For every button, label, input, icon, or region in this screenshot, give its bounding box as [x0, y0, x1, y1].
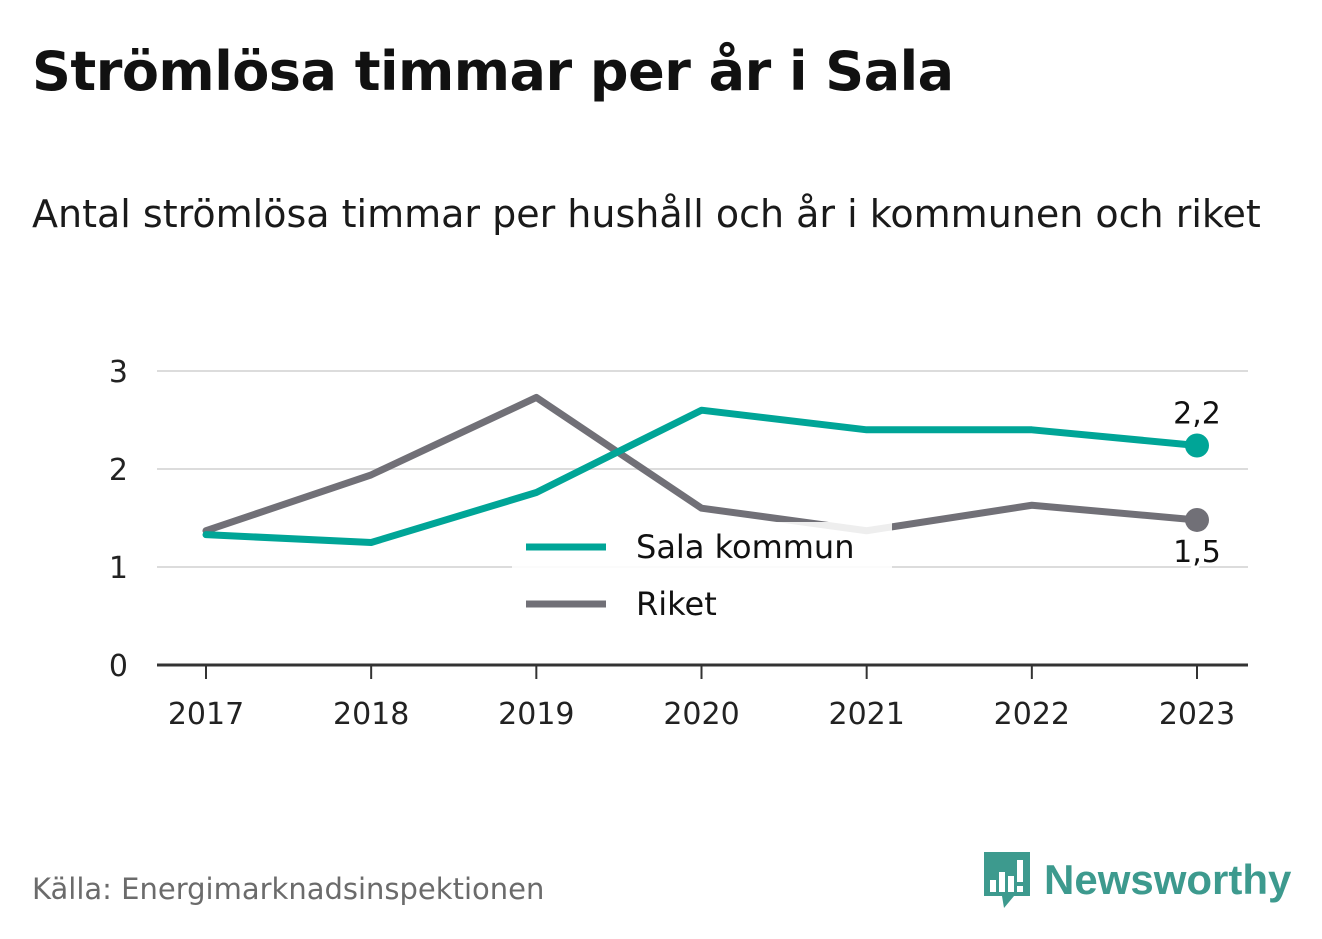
brand-name: Newsworthy: [1044, 856, 1292, 903]
y-tick-label: 3: [109, 355, 128, 390]
y-tick-label: 2: [109, 453, 128, 488]
legend-label-riket: Riket: [636, 585, 717, 623]
series-line-riket: [202, 393, 1201, 535]
grid-layer: 0 1 2 3 2017 2018 2019 2020 2021 2022 2023: [109, 355, 1248, 732]
source-note: Källa: Energimarknadsinspektionen: [32, 872, 545, 906]
end-point-riket: [1185, 507, 1209, 532]
end-label-riket: 1,5: [1173, 535, 1221, 570]
x-tick-label: 2023: [1159, 697, 1235, 732]
series-line-sala-kommun: [202, 406, 1201, 546]
x-tick-label: 2020: [663, 697, 739, 732]
series-layer: [202, 393, 1209, 546]
end-label-sala-kommun: 2,2: [1173, 396, 1221, 431]
legend: Sala kommun Riket: [512, 522, 892, 623]
page-title: Strömlösa timmar per år i Sala: [32, 40, 954, 103]
page-subtitle: Antal strömlösa timmar per hushåll och å…: [32, 192, 1261, 236]
x-tick-label: 2018: [333, 697, 409, 732]
y-tick-label: 1: [109, 551, 128, 586]
brand[interactable]: Newsworthy: [982, 850, 1291, 910]
label-layer: 2,2 1,5: [1170, 393, 1224, 572]
x-tick-label: 2022: [994, 697, 1070, 732]
bar-chart-speech-bubble-icon: [984, 852, 1030, 908]
y-tick-label: 0: [109, 649, 128, 684]
end-point-sala-kommun: [1185, 433, 1209, 458]
x-tick-label: 2021: [828, 697, 904, 732]
x-tick-label: 2017: [168, 697, 244, 732]
legend-label-sala-kommun: Sala kommun: [636, 528, 854, 566]
x-tick-label: 2019: [498, 697, 574, 732]
